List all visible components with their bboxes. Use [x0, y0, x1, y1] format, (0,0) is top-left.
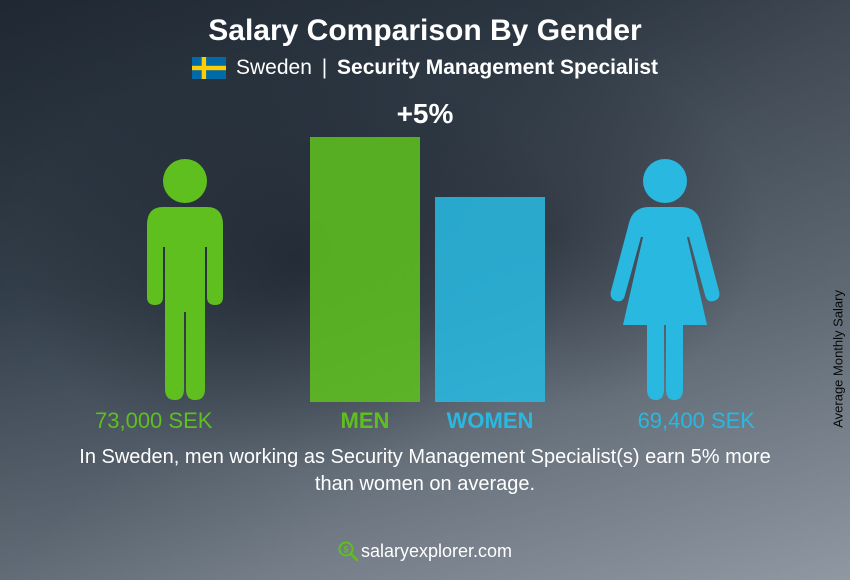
job-title: Security Management Specialist — [337, 56, 658, 79]
female-figure-icon — [605, 157, 725, 402]
male-figure-icon — [125, 157, 245, 402]
subtitle-text: Sweden | Security Management Specialist — [236, 56, 658, 80]
women-salary-value: 69,400 SEK — [638, 408, 755, 434]
caption-text: In Sweden, men working as Security Manag… — [65, 444, 785, 498]
svg-text:$: $ — [343, 545, 348, 555]
y-axis-label: Average Monthly Salary — [831, 290, 846, 428]
women-salary-bar — [435, 197, 545, 402]
magnifier-dollar-icon: $ — [338, 541, 358, 561]
footer: $ salaryexplorer.com — [0, 541, 850, 567]
sweden-flag-icon — [192, 57, 226, 79]
country-name: Sweden — [236, 56, 312, 79]
main-title: Salary Comparison By Gender — [208, 14, 641, 48]
men-bar-label: MEN — [310, 408, 420, 434]
chart-area: +5% 73,000 SEK MEN WOMEN 69,400 SEK — [65, 90, 785, 440]
men-salary-value: 73,000 SEK — [95, 408, 212, 434]
women-bar-label: WOMEN — [435, 408, 545, 434]
site-logo: $ salaryexplorer.com — [338, 541, 512, 562]
subtitle-separator: | — [322, 56, 327, 79]
men-salary-bar — [310, 137, 420, 402]
site-name: salaryexplorer.com — [361, 541, 512, 562]
subtitle-row: Sweden | Security Management Specialist — [192, 56, 658, 80]
infographic-container: Salary Comparison By Gender Sweden | Sec… — [0, 0, 850, 580]
percentage-difference-label: +5% — [65, 98, 785, 130]
